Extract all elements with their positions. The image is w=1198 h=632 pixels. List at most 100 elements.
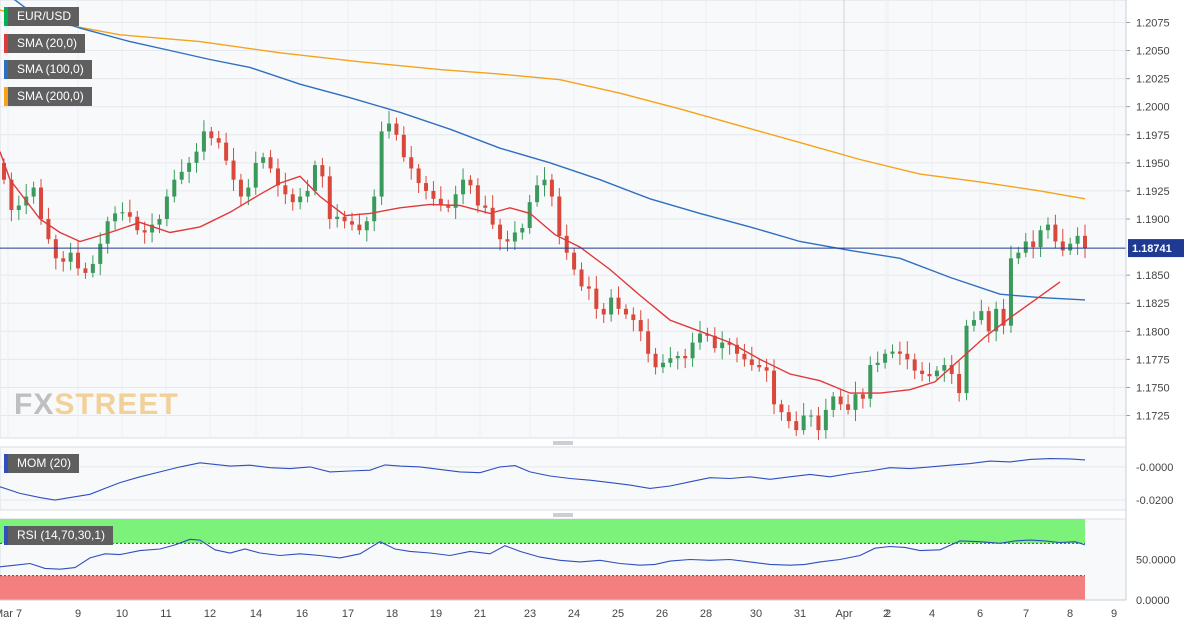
candle-body	[512, 232, 517, 242]
candle-body	[483, 205, 488, 208]
candle-body	[868, 365, 873, 399]
candle-body	[757, 365, 762, 368]
candle-body	[994, 308, 999, 332]
candle-body	[2, 162, 6, 180]
candle-body	[142, 230, 147, 233]
candle-body	[61, 258, 66, 262]
legend-momentum[interactable]: MOM (20)	[4, 454, 79, 473]
legend-label-momentum: MOM (20)	[17, 456, 71, 470]
candle-body	[527, 202, 532, 228]
price-tick-label: 1.1825	[1136, 298, 1170, 310]
legend-swatch-sma20	[4, 34, 8, 53]
candle-body	[216, 138, 221, 143]
candle-body	[1008, 258, 1013, 326]
candle-body	[364, 221, 369, 231]
candle-body	[394, 123, 399, 135]
candle-body	[446, 205, 451, 208]
sma200-line	[0, 9, 1086, 200]
candle-body	[209, 131, 214, 139]
candle-body	[83, 268, 88, 273]
candle-body	[572, 252, 577, 270]
candle-body	[387, 123, 392, 132]
candle-body	[53, 239, 58, 259]
legend-rsi[interactable]: RSI (14,70,30,1)	[4, 526, 114, 545]
x-tick-label: 2	[883, 608, 889, 620]
mom-tick-label: -0.0200	[1136, 495, 1173, 507]
candle-body	[786, 412, 791, 422]
price-tick-label: 1.1775	[1136, 354, 1170, 366]
candle-body	[557, 196, 562, 236]
candle-body	[187, 162, 192, 172]
candle-body	[601, 308, 606, 315]
candle-body	[594, 288, 599, 309]
last-price-label: 1.18741	[1132, 243, 1172, 255]
candle-body	[971, 320, 976, 326]
candle-body	[860, 394, 865, 399]
price-tick-label: 1.2075	[1136, 17, 1170, 29]
rsi-tick-label: 0.0000	[1136, 595, 1170, 607]
candle-body	[9, 179, 14, 211]
candle-body	[39, 187, 44, 219]
candle-body	[1023, 241, 1028, 253]
candle-body	[409, 157, 414, 169]
candle-body	[305, 190, 310, 197]
candle-body	[335, 216, 340, 219]
candle-body	[772, 370, 777, 405]
x-tick-label: 10	[116, 608, 128, 620]
candle-body	[520, 227, 525, 233]
rsi-line	[0, 538, 1086, 570]
legend-sma200[interactable]: SMA (200,0)	[4, 87, 92, 106]
candle-body	[1045, 224, 1050, 231]
price-tick-label: 1.2050	[1136, 46, 1170, 58]
candle-body	[468, 179, 473, 186]
candle-body	[920, 370, 925, 374]
candle-body	[68, 252, 73, 262]
candle-body	[246, 187, 251, 197]
candle-body	[453, 194, 458, 208]
candle-body	[801, 415, 806, 431]
candle-body	[1060, 241, 1065, 251]
legend-sma100[interactable]: SMA (100,0)	[4, 60, 92, 79]
candle-body	[201, 131, 206, 152]
candle-body	[586, 286, 591, 289]
candle-body	[809, 415, 814, 417]
candle-body	[224, 142, 229, 161]
candle-body	[675, 356, 680, 359]
candle-body	[779, 404, 784, 413]
price-tick-label: 1.1900	[1136, 214, 1170, 226]
x-tick-label: 2	[885, 608, 891, 620]
legend-eurusd[interactable]: EUR/USD	[4, 7, 80, 26]
candle-body	[76, 252, 81, 269]
candle-body	[609, 297, 614, 315]
candle-body	[927, 373, 932, 377]
momentum-panel	[0, 446, 1127, 511]
candle-body	[98, 243, 103, 264]
candle-body	[150, 224, 155, 233]
sma100-line	[13, 0, 1086, 301]
candle-body	[853, 394, 858, 410]
legend-sma20[interactable]: SMA (20,0)	[4, 34, 86, 53]
x-tick-label: Apr	[835, 608, 852, 620]
x-tick-label: 4	[929, 608, 935, 620]
x-tick-label: 28	[700, 608, 712, 620]
candle-body	[261, 157, 266, 163]
candle-body	[1016, 252, 1021, 259]
candle-body	[46, 219, 51, 240]
candle-body	[949, 365, 954, 374]
fxstreet-logo: FXSTREET	[14, 388, 179, 421]
x-tick-label: 9	[75, 608, 81, 620]
candle-body	[964, 325, 969, 394]
candle-body	[231, 160, 236, 180]
candle-body	[764, 367, 769, 371]
candle-body	[164, 196, 169, 219]
candle-body	[683, 356, 688, 359]
candle-body	[238, 179, 243, 197]
candle-body	[253, 162, 258, 188]
price-tick-label: 1.1850	[1136, 270, 1170, 282]
candle-body	[653, 353, 658, 368]
candle-body	[579, 269, 584, 287]
candle-body	[646, 331, 651, 354]
mom-tick-label: -0.0000	[1136, 462, 1173, 474]
candle-body	[401, 134, 406, 158]
